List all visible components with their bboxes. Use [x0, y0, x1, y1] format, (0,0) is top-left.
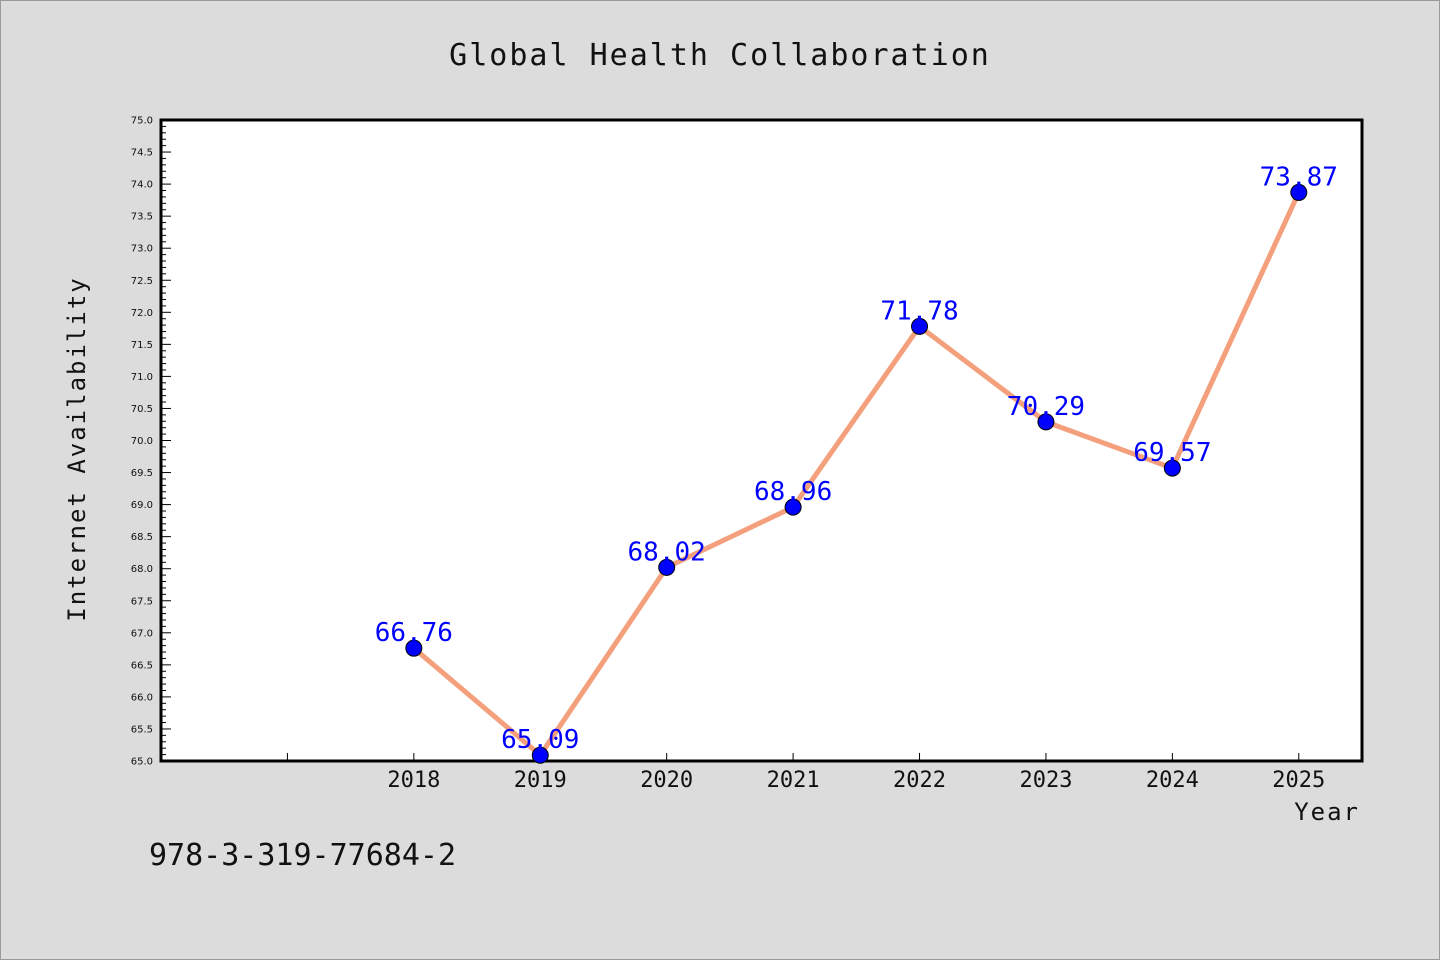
data-label-2023: 70.29	[1007, 392, 1085, 422]
x-tick-label-1: 2019	[514, 768, 567, 793]
data-point-2023	[1037, 413, 1055, 431]
x-tick-label-7: 2025	[1272, 768, 1325, 793]
data-point-2024	[1163, 459, 1181, 477]
data-label-2025: 73.87	[1260, 162, 1338, 192]
data-label-2020: 68.02	[628, 537, 706, 567]
data-labels: 66.76 65.09 68.02 68.96 71.78 70.29 69.57 73.87	[375, 162, 1338, 755]
y-tick-label-17: 73.5	[131, 212, 153, 223]
data-label-2022: 71.78	[880, 296, 958, 326]
x-tick-label-4: 2022	[893, 768, 946, 793]
y-tick-label-6: 68.0	[131, 564, 153, 575]
data-label-2024: 69.57	[1133, 438, 1211, 468]
y-tick-label-8: 69.0	[131, 500, 153, 511]
y-tick-label-16: 73.0	[131, 244, 153, 255]
data-label-2018: 66.76	[375, 618, 453, 648]
data-point-2020	[658, 558, 676, 576]
x-tick-label-2: 2020	[640, 768, 693, 793]
y-tick-label-3: 66.5	[131, 660, 153, 671]
plot-area	[159, 118, 1364, 763]
data-point-2025	[1290, 183, 1308, 201]
y-tick-label-19: 74.5	[131, 148, 153, 159]
y-tick-label-20: 75.0	[131, 116, 153, 127]
data-label-2019: 65.09	[501, 725, 579, 755]
data-point-2019	[531, 746, 549, 764]
y-tick-label-7: 68.5	[131, 532, 153, 543]
footer-code: 978-3-319-77684-2	[149, 838, 456, 873]
data-point-2022	[911, 317, 929, 335]
series-line-0	[411, 189, 1302, 758]
y-tick-label-18: 74.0	[131, 180, 153, 191]
y-tick-label-10: 70.0	[131, 436, 153, 447]
data-label-2021: 68.96	[754, 477, 832, 507]
y-tick-label-5: 67.5	[131, 596, 153, 607]
y-tick-label-12: 71.0	[131, 372, 153, 383]
x-tick-label-0: 2018	[387, 768, 440, 793]
y-tick-label-9: 69.5	[131, 468, 153, 479]
chart-title: Global Health Collaboration	[449, 38, 991, 73]
x-axis-title: Year	[1294, 798, 1360, 826]
x-tick-label-6: 2024	[1146, 768, 1199, 793]
series-layer	[405, 183, 1308, 764]
y-tick-label-14: 72.0	[131, 308, 153, 319]
y-axis: 65.0 65.5 66.0 66.5 67.0 67.5 68.0 68.5 69.0 69.5…	[131, 116, 171, 768]
y-axis-title: Internet Availability	[63, 276, 91, 621]
y-tick-label-15: 72.5	[131, 276, 153, 287]
y-tick-label-4: 67.0	[131, 628, 153, 639]
data-point-2018	[405, 639, 423, 657]
y-tick-label-1: 65.5	[131, 724, 153, 735]
y-tick-label-11: 70.5	[131, 404, 153, 415]
x-axis: 2018 2019 2020 2021 2022 2023 2024 2025	[160, 753, 1325, 793]
x-tick-label-5: 2023	[1019, 768, 1072, 793]
y-tick-label-2: 66.0	[131, 692, 153, 703]
y-tick-label-0: 65.0	[131, 757, 153, 768]
y-tick-label-13: 71.5	[131, 340, 153, 351]
data-point-2021	[784, 498, 802, 516]
x-tick-label-3: 2021	[767, 768, 820, 793]
